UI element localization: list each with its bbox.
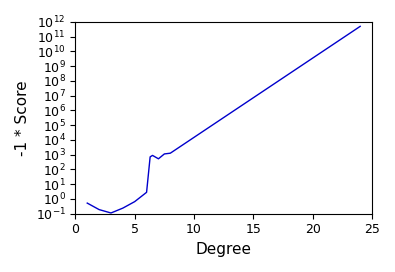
X-axis label: Degree: Degree bbox=[196, 242, 252, 257]
Y-axis label: -1 * Score: -1 * Score bbox=[15, 80, 30, 156]
